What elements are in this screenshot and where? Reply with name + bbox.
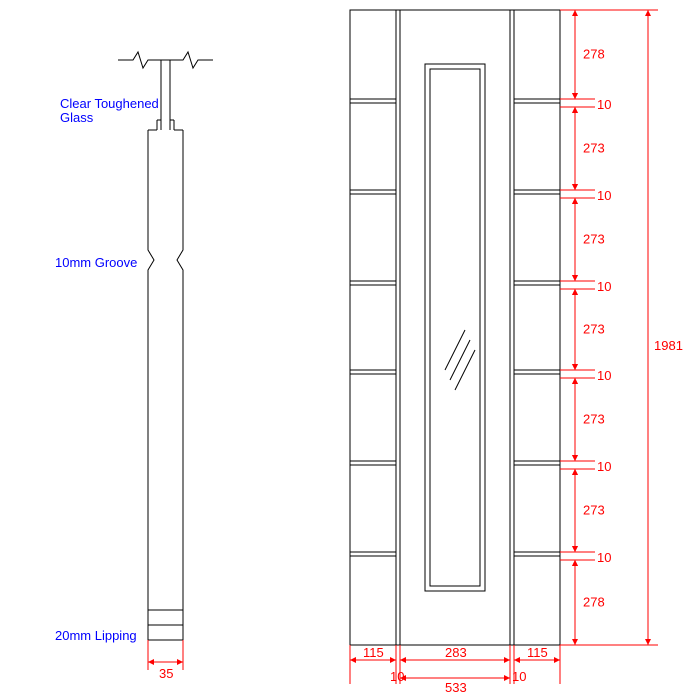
dim-chain-horizontal: 1152831151053310 [350, 645, 560, 695]
svg-text:35: 35 [159, 666, 173, 681]
dim-chain-vertical: 1981 278 10 273 10 273 10 273 10 273 10 273 10 278 [560, 10, 683, 645]
svg-text:115: 115 [527, 645, 548, 660]
label-10mm-groove: 10mm Groove [55, 255, 137, 270]
svg-text:10: 10 [597, 368, 611, 383]
door-elevation [350, 10, 560, 645]
svg-text:283: 283 [445, 645, 467, 660]
svg-text:273: 273 [583, 232, 605, 247]
svg-text:273: 273 [583, 322, 605, 337]
svg-text:10: 10 [512, 669, 526, 684]
svg-text:10: 10 [597, 550, 611, 565]
svg-text:1981: 1981 [654, 338, 683, 353]
svg-text:273: 273 [583, 412, 605, 427]
label-20mm-lipping: 20mm Lipping [55, 628, 137, 643]
label-clear-toughened-glass: Clear Toughened Glass [60, 96, 162, 125]
svg-text:533: 533 [445, 680, 467, 695]
svg-text:10: 10 [597, 188, 611, 203]
svg-text:10: 10 [597, 459, 611, 474]
dim-section-width: 35 [148, 640, 183, 681]
svg-text:10: 10 [597, 97, 611, 112]
svg-text:115: 115 [363, 645, 384, 660]
svg-text:10: 10 [390, 669, 404, 684]
svg-text:10: 10 [597, 279, 611, 294]
svg-text:273: 273 [583, 503, 605, 518]
svg-text:278: 278 [583, 595, 605, 610]
svg-text:278: 278 [583, 47, 605, 62]
section-detail [118, 52, 213, 640]
svg-text:273: 273 [583, 141, 605, 156]
